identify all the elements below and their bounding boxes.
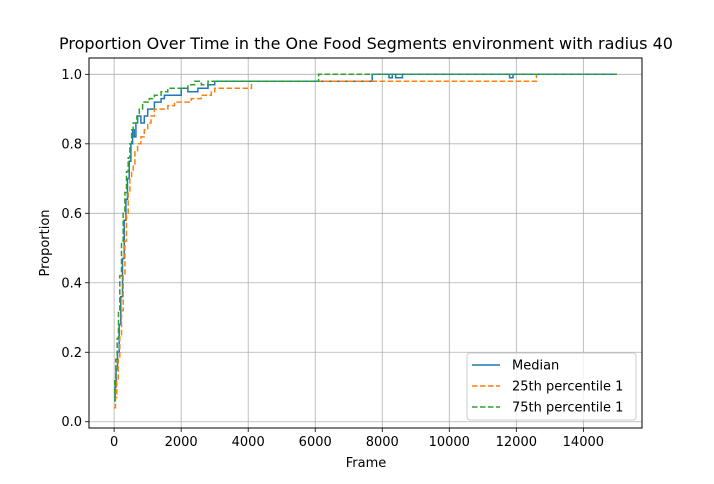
y-tick-label: 1.0 (61, 68, 82, 83)
series-line-3 (114, 73, 617, 402)
x-axis-label: Frame (346, 456, 387, 471)
y-tick-label: 0.0 (61, 415, 82, 430)
x-ticks: 0 2000 4000 6000 8000 10000 12000 14000 (110, 428, 604, 450)
x-tick-label: 10000 (429, 435, 470, 450)
series-line-1 (114, 73, 617, 402)
x-tick-label: 8000 (366, 435, 399, 450)
chart-title: Proportion Over Time in the One Food Seg… (59, 34, 673, 53)
y-tick-label: 0.8 (61, 137, 82, 152)
y-axis-label: Proportion (38, 209, 53, 276)
x-tick-label: 14000 (563, 435, 604, 450)
x-tick-label: 2000 (165, 435, 198, 450)
x-tick-label: 4000 (232, 435, 265, 450)
x-tick-label: 6000 (299, 435, 332, 450)
x-tick-label: 12000 (496, 435, 537, 450)
legend-box (466, 352, 637, 421)
plot-frame (88, 57, 643, 429)
x-tick-label: 0 (110, 435, 118, 450)
y-tick-label: 0.4 (61, 276, 82, 291)
y-tick-label: 0.2 (61, 346, 82, 361)
series-lines (114, 73, 617, 409)
legend: Median 25th percentile 1 75th percentile 1 (466, 352, 637, 421)
y-ticks: 0.0 0.2 0.4 0.6 0.8 1.0 (61, 68, 89, 430)
y-tick-label: 0.6 (61, 207, 82, 222)
legend-label-1: Median (512, 359, 559, 374)
legend-label-3: 75th percentile 1 (512, 401, 623, 416)
legend-label-2: 25th percentile 1 (512, 380, 623, 395)
series-line-2 (114, 74, 538, 409)
